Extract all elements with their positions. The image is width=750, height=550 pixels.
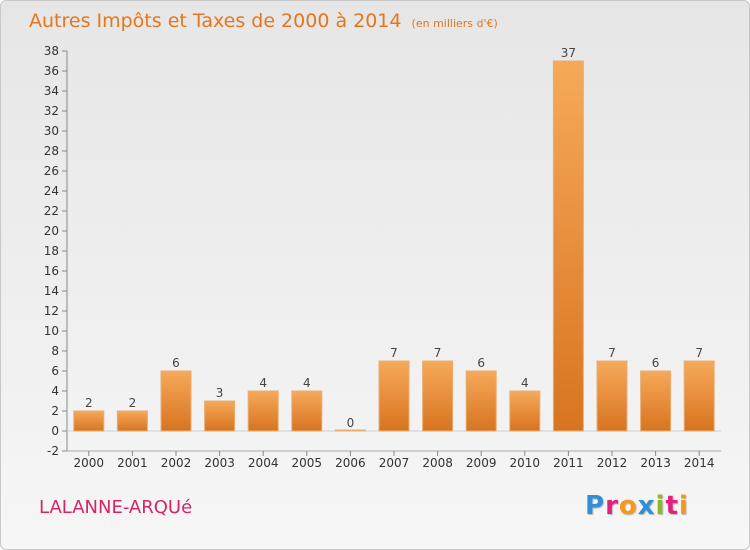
bar [204,400,236,432]
data-label: 2 [129,396,137,410]
data-label: 2 [85,396,93,410]
y-tick-label: 14 [44,284,59,298]
bar [160,370,192,432]
y-tick-label: -2 [47,444,59,458]
chart-title-text: Autres Impôts et Taxes de 2000 à 2014 [29,10,402,32]
x-tick-label: 2009 [466,456,497,470]
y-tick-label: 8 [51,344,59,358]
y-tick-label: 38 [44,44,59,58]
y-tick-label: 4 [51,384,59,398]
chart-title: Autres Impôts et Taxes de 2000 à 2014 (e… [29,10,498,32]
bar [683,360,715,432]
x-tick-label: 2010 [510,456,541,470]
data-label: 4 [521,376,529,390]
x-tick-label: 2005 [292,456,323,470]
y-tick-label: 32 [44,104,59,118]
data-label: 3 [216,386,224,400]
logo-letter: i [678,491,689,521]
y-tick-label: 16 [44,264,59,278]
data-label: 0 [347,416,355,430]
bar [596,360,628,432]
bar [378,360,410,432]
logo-letter: x [637,491,656,521]
y-tick-label: 12 [44,304,59,318]
y-tick-label: 22 [44,204,59,218]
y-tick-label: 10 [44,324,59,338]
y-tick-label: 2 [51,404,59,418]
bars [73,60,715,432]
y-tick-label: 26 [44,164,59,178]
data-label: 4 [303,376,311,390]
logo-letter: t [665,491,679,521]
y-tick-label: 28 [44,144,59,158]
x-tick-label: 2003 [204,456,235,470]
y-tick-label: 30 [44,124,59,138]
location-name: LALANNE-ARQUé [39,497,193,518]
data-label: 6 [172,356,180,370]
data-label: 7 [608,346,616,360]
y-tick-label: 24 [44,184,59,198]
bar [422,360,454,432]
bar [247,390,279,432]
chart-subtitle: (en milliers d'€) [411,17,498,30]
y-tick-label: 0 [51,424,59,438]
bar [334,429,366,432]
x-tick-label: 2013 [640,456,671,470]
y-tick-label: 34 [44,84,59,98]
bar [509,390,541,432]
bar [465,370,497,432]
bar [116,410,148,432]
y-tick-label: 36 [44,64,59,78]
x-tick-label: 2008 [422,456,453,470]
data-label: 7 [695,346,703,360]
x-tick-label: 2002 [161,456,192,470]
y-tick-label: 18 [44,244,59,258]
logo-letter: P [585,491,606,521]
bar [73,410,105,432]
logo-letter: r [605,491,619,521]
proxiti-logo: Proxiti [585,491,689,521]
data-labels: 2 2 6 3 4 4 0 7 7 6 4 37 7 6 7 [85,46,703,430]
bar [291,390,323,432]
y-tick-label: 20 [44,224,59,238]
x-tick-label: 2012 [597,456,628,470]
data-label: 7 [390,346,398,360]
x-tick-label: 2000 [74,456,105,470]
x-tick-label: 2001 [117,456,148,470]
data-label: 37 [561,46,576,60]
logo-letter: i [655,491,666,521]
data-label: 6 [477,356,485,370]
bar [640,370,672,432]
x-tick-label: 2004 [248,456,279,470]
y-tick-label: 6 [51,364,59,378]
bar [552,60,584,432]
data-label: 7 [434,346,442,360]
data-label: 4 [259,376,267,390]
x-tick-label: 2007 [379,456,410,470]
x-tick-label: 2006 [335,456,366,470]
logo-letter: o [618,491,638,521]
x-tick-label: 2011 [553,456,584,470]
data-label: 6 [652,356,660,370]
x-tick-label: 2014 [684,456,715,470]
